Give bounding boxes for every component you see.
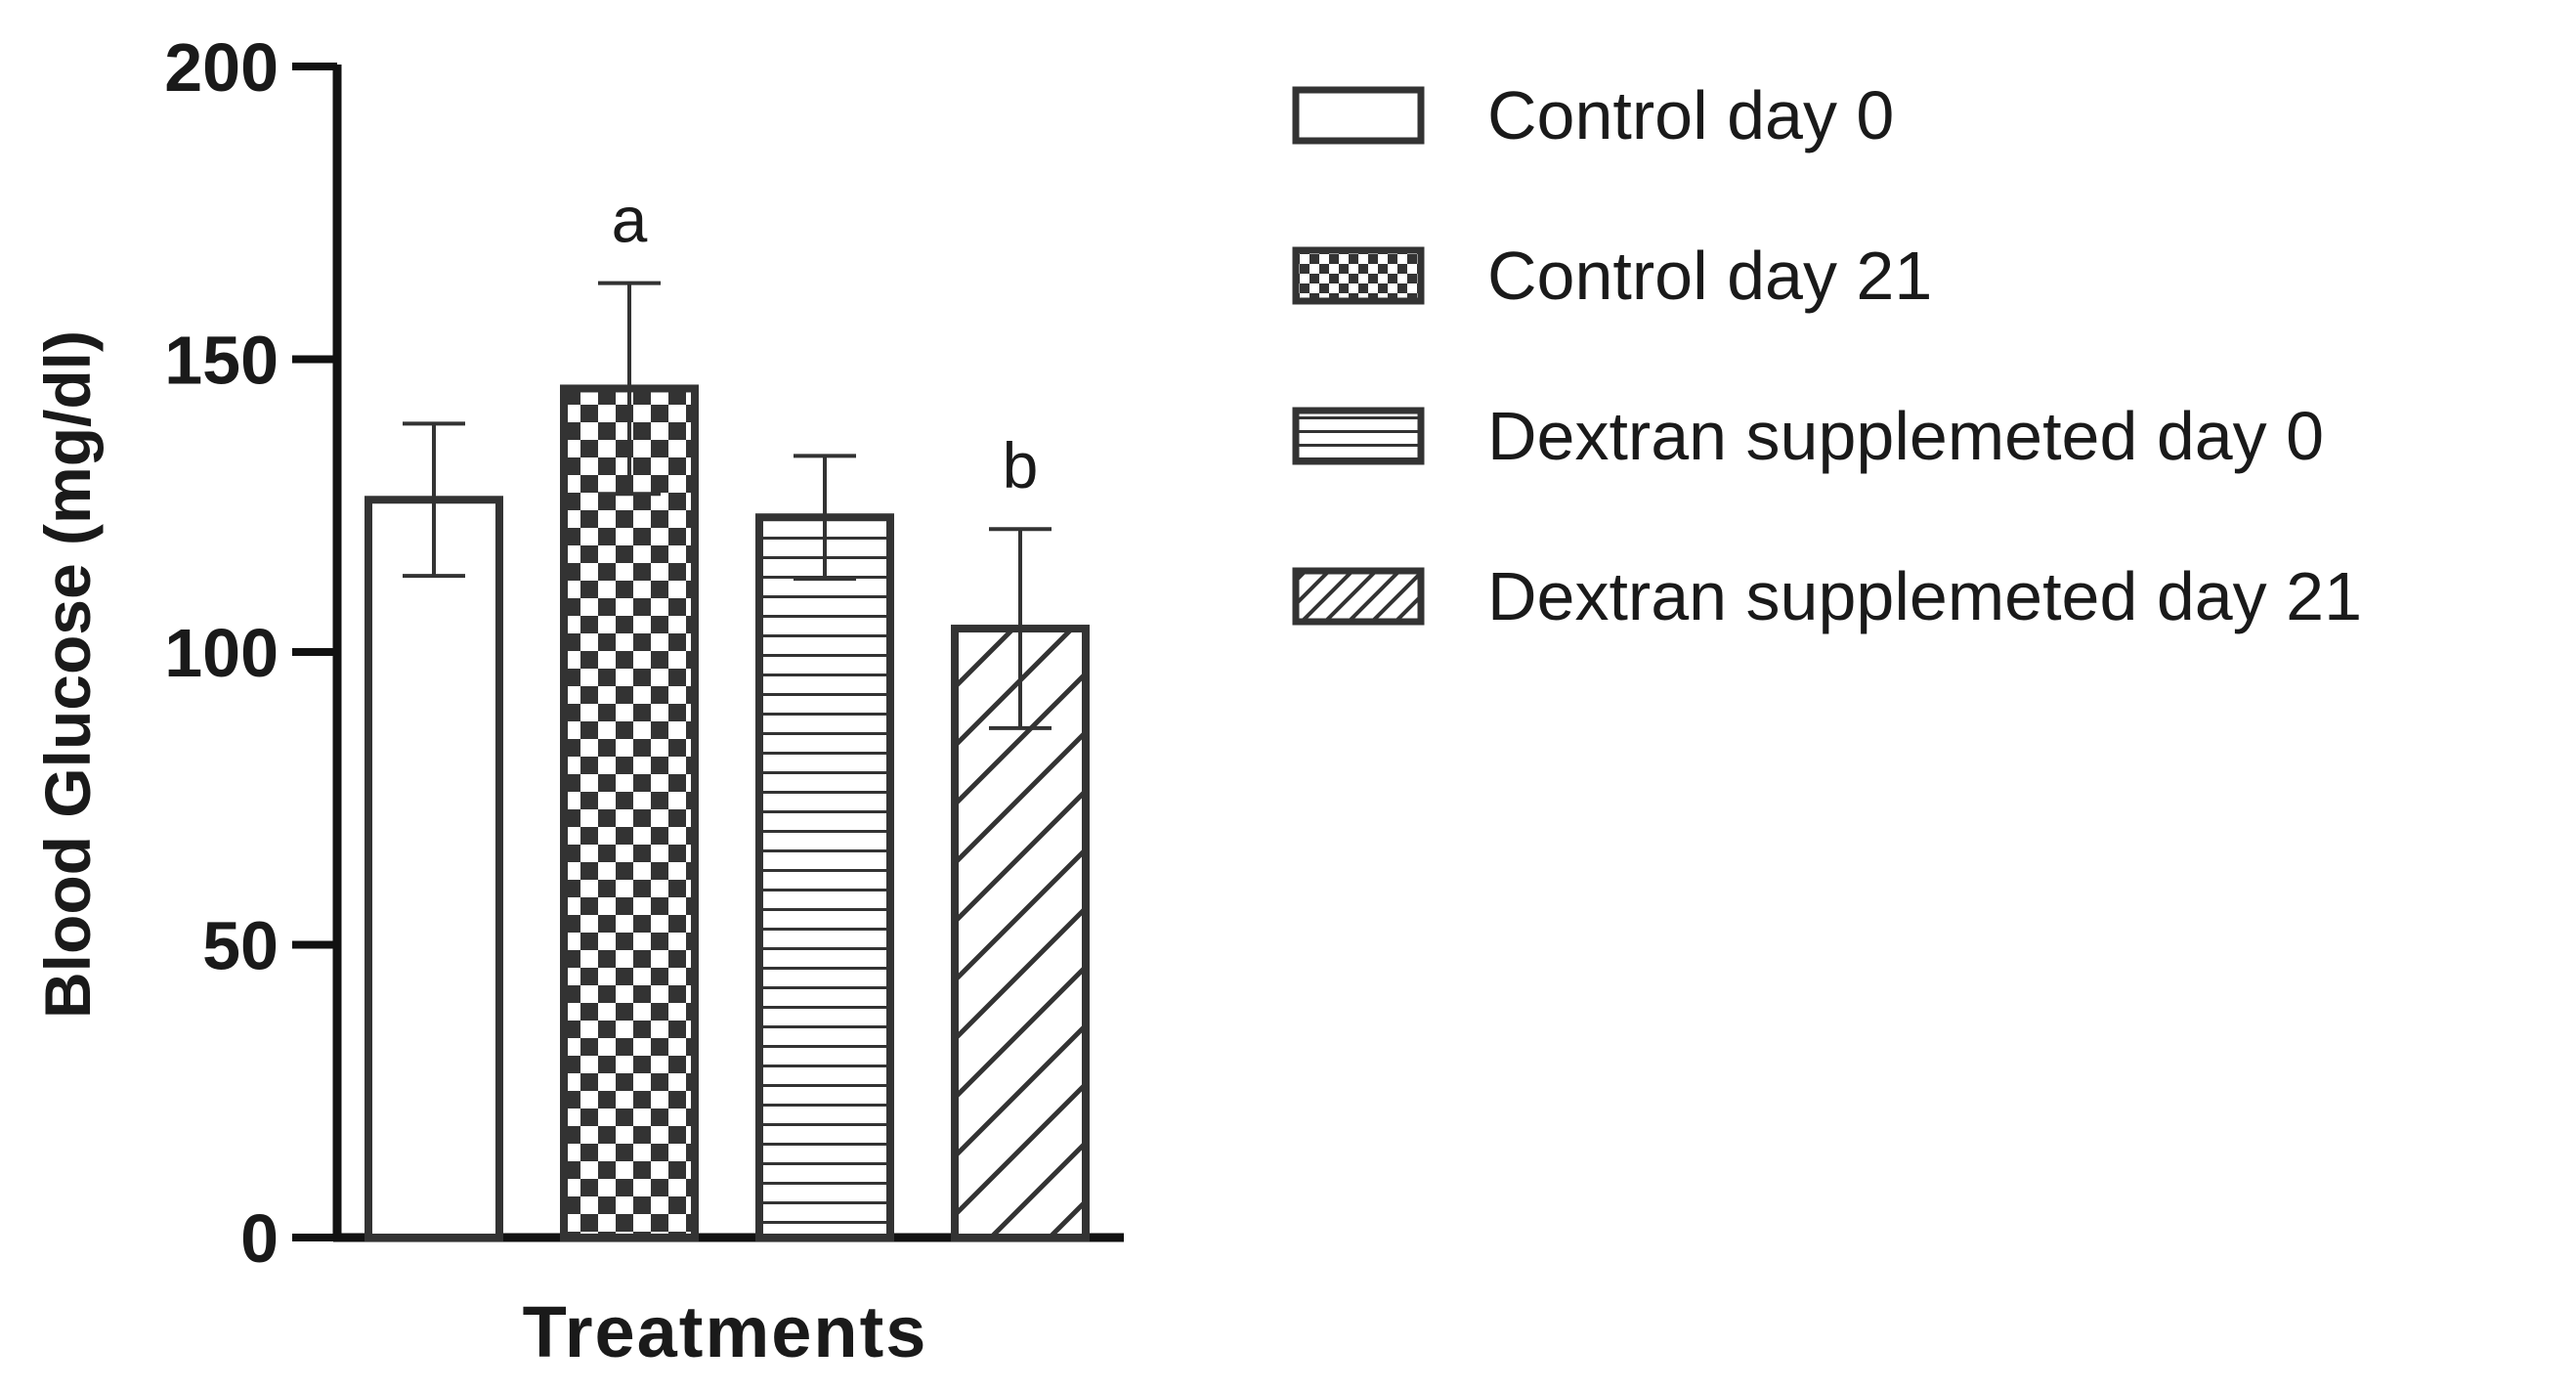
legend-swatch bbox=[1292, 86, 1425, 145]
y-tick-label: 200 bbox=[164, 29, 279, 106]
legend-swatch bbox=[1292, 246, 1425, 305]
bars bbox=[365, 384, 1090, 1241]
annotations: ab bbox=[612, 184, 1039, 502]
significance-label: a bbox=[612, 184, 648, 256]
y-axis-title: Blood Glucose (mg/dl) bbox=[31, 330, 104, 1019]
legend: Control day 0 Control day 21 Dextran suppl… bbox=[1292, 77, 2362, 634]
legend-swatch bbox=[1292, 407, 1425, 465]
bar bbox=[755, 513, 894, 1241]
y-tick-label: 50 bbox=[202, 908, 279, 984]
y-tick-label: 0 bbox=[240, 1200, 279, 1277]
bar bbox=[365, 496, 503, 1241]
legend-label: Control day 21 bbox=[1487, 238, 1932, 314]
axes: 0 50 100 150 200 bbox=[164, 29, 1124, 1277]
y-tick-label: 150 bbox=[164, 323, 279, 399]
bar bbox=[560, 384, 699, 1241]
significance-label: b bbox=[1003, 429, 1039, 501]
legend-label: Dextran supplemeted day 0 bbox=[1487, 398, 2324, 474]
legend-label: Dextran supplemeted day 21 bbox=[1487, 558, 2362, 634]
error-bars bbox=[403, 281, 1052, 730]
legend-label: Control day 0 bbox=[1487, 77, 1894, 153]
y-tick-label: 100 bbox=[164, 615, 279, 691]
legend-swatch bbox=[1292, 567, 1425, 626]
x-axis-title: Treatments bbox=[523, 1291, 928, 1372]
